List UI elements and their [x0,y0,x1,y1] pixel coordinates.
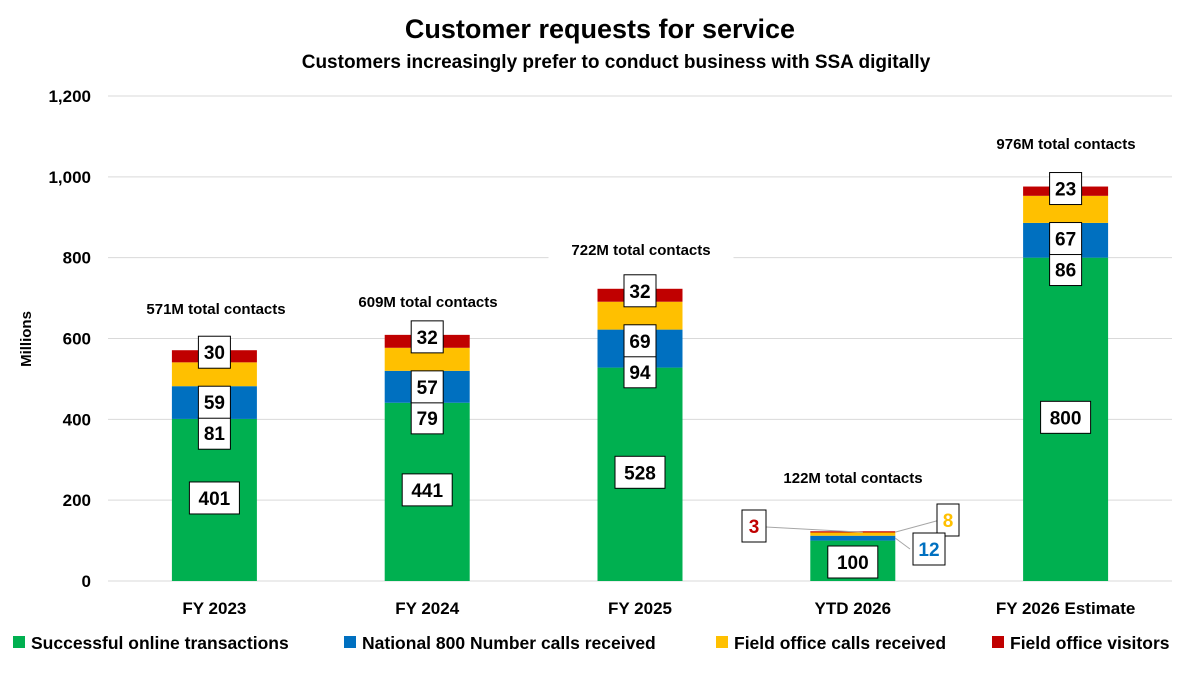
legend-label: Field office calls received [734,633,946,653]
data-label-box [741,509,767,543]
x-category-label: FY 2025 [608,599,672,618]
data-label: 100 [837,553,869,574]
data-label-box [623,274,657,308]
data-label-box [410,401,444,435]
legend-swatch [992,636,1004,648]
data-label-box [936,503,960,537]
legend-label: Successful online transactions [31,633,289,653]
data-label: 32 [417,328,438,349]
data-label-box [1040,400,1092,434]
y-tick-label: 800 [63,249,91,268]
total-label-bg [335,290,521,312]
total-label: 609M total contacts [358,294,497,311]
data-label: 441 [411,481,443,502]
x-category-label: FY 2026 Estimate [996,599,1136,618]
data-label-box [912,532,946,566]
total-label: 571M total contacts [146,301,285,318]
data-label: 57 [417,378,438,399]
legend-swatch [344,636,356,648]
data-label-box [1049,172,1083,206]
y-tick-label: 1,000 [48,168,91,187]
bar-segment-field-office-calls-received [384,347,470,371]
x-axis-categories: FY 2023 FY 2024 FY 2025 YTD 2026 FY 2026 Est… [182,599,1135,618]
x-category-label: YTD 2026 [815,599,892,618]
y-tick-label: 400 [63,410,91,429]
y-tick-label: 600 [63,330,91,349]
y-tick-label: 0 [82,572,91,591]
legend-label: Field office visitors [1010,633,1170,653]
data-label-box [401,473,453,507]
legend-swatch [13,636,25,648]
total-label: 722M total contacts [571,242,710,259]
leader-line [895,537,911,550]
bar-segment-national-800-number-calls-received [810,535,896,541]
data-label-box [623,324,657,358]
data-label: 59 [204,393,225,414]
data-labels: 401 81 59 30 441 79 57 32 528 94 69 32 800 86 67 23 100 3… [188,172,1092,579]
data-label: 30 [204,343,225,364]
y-axis-label: Millions [18,311,35,367]
data-label-box [614,455,666,489]
data-label: 69 [629,332,650,353]
data-label-box [410,370,444,404]
y-tick-label: 1,200 [48,87,91,106]
chart-title: Customer requests for service [405,14,795,44]
legend-swatch [716,636,728,648]
data-label: 12 [918,540,939,561]
data-label: 800 [1050,408,1082,429]
total-label-bg [973,132,1159,154]
data-label-box [1049,222,1083,256]
y-axis-ticks: 0 200 400 600 800 1,000 1,200 [48,87,91,591]
data-label-box [827,545,879,579]
chart-subtitle: Customers increasingly prefer to conduct… [302,52,931,73]
leader-line [765,526,863,533]
data-label: 94 [629,363,651,384]
data-label: 23 [1055,180,1076,201]
x-category-label: FY 2023 [182,599,246,618]
total-label-bg [760,466,946,488]
data-label: 528 [624,463,656,484]
data-label: 3 [749,517,760,538]
data-label: 79 [417,409,438,430]
data-label-box [623,355,657,389]
y-tick-label: 200 [63,491,91,510]
bar-segment-field-office-calls-received [171,362,257,387]
total-label: 122M total contacts [783,470,922,487]
bar-segment-field-office-calls-received [810,532,896,536]
data-label: 32 [629,282,650,303]
data-label: 401 [199,489,231,510]
total-label-bg [548,238,734,260]
legend-label: National 800 Number calls received [362,633,656,653]
data-label: 8 [943,511,954,532]
data-label: 86 [1055,261,1076,282]
data-label-box [410,320,444,354]
total-label: 976M total contacts [996,136,1135,153]
x-category-label: FY 2024 [395,599,460,618]
data-label: 81 [204,424,226,445]
leader-line [895,519,941,533]
total-labels: 571M total contacts 609M total contacts 72… [123,132,1159,488]
data-label-box [197,335,231,369]
data-label-box [197,416,231,450]
data-label: 67 [1055,230,1076,251]
data-label-box [188,481,240,515]
legend: Successful online transactions National 8… [13,633,1170,653]
total-label-bg [123,297,309,319]
data-label-box [1049,253,1083,287]
data-label-box [197,385,231,419]
